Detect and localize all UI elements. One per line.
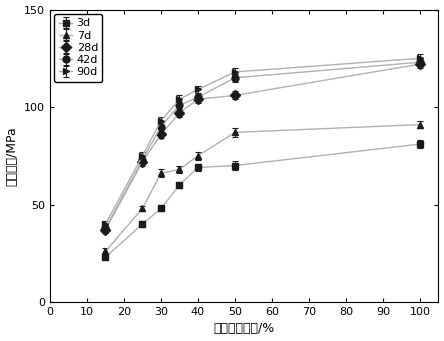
Legend: 3d, 7d, 28d, 42d, 90d: 3d, 7d, 28d, 42d, 90d: [55, 14, 103, 82]
Y-axis label: 抗压强度/MPa: 抗压强度/MPa: [6, 126, 19, 186]
X-axis label: 超细水泥渗量/%: 超细水泥渗量/%: [214, 323, 275, 336]
